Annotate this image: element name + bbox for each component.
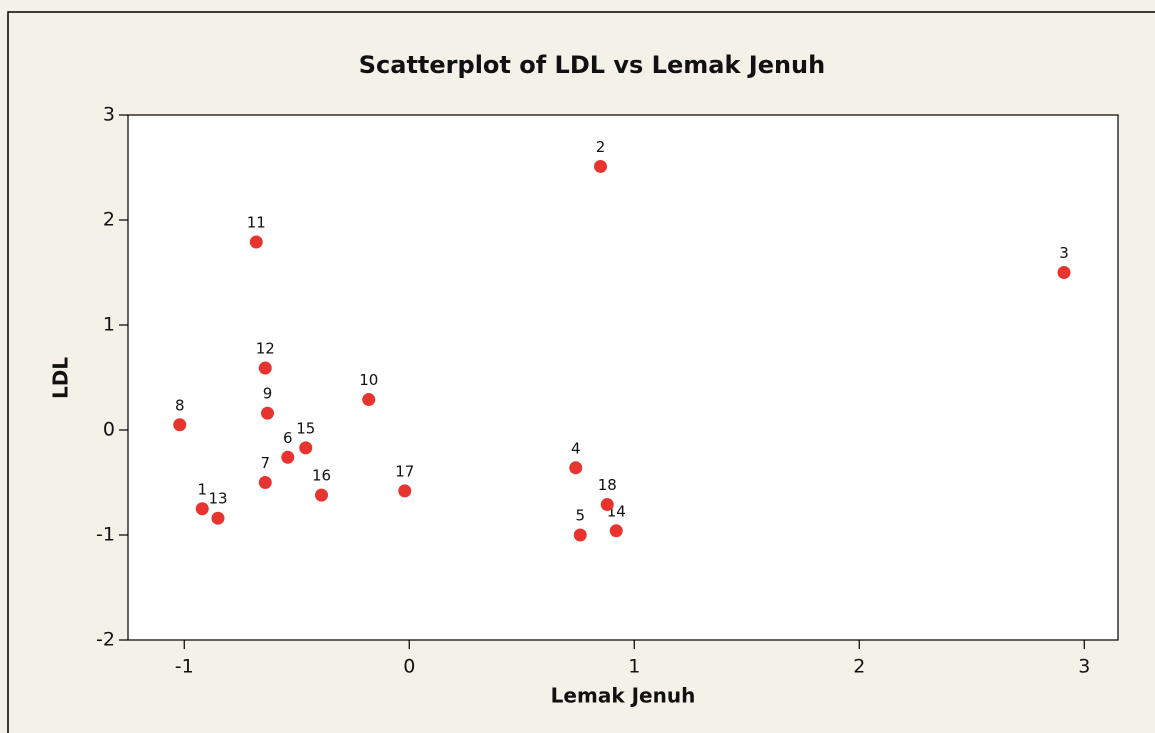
y-tick-label: 3	[103, 104, 115, 126]
point	[1057, 266, 1071, 279]
point-label: 11	[247, 214, 266, 232]
point	[261, 406, 274, 420]
point	[249, 235, 263, 249]
point-label: 18	[598, 476, 617, 494]
x-tick-label: 0	[403, 656, 415, 678]
point	[594, 159, 607, 173]
point-label: 2	[596, 138, 606, 156]
point-label: 12	[256, 340, 275, 358]
point	[398, 484, 412, 498]
point	[281, 450, 295, 464]
point-label: 5	[575, 507, 585, 525]
point-label: 6	[283, 429, 293, 447]
x-tick-label: -1	[175, 656, 194, 678]
y-tick-label: 1	[103, 314, 115, 336]
point	[299, 441, 313, 455]
point	[609, 524, 623, 538]
x-tick-label: 2	[853, 656, 865, 678]
point	[600, 498, 614, 512]
point-label: 4	[571, 439, 581, 457]
point-label: 9	[263, 385, 273, 403]
y-tick-label: 0	[103, 419, 115, 441]
point	[258, 476, 272, 489]
chart-title: Scatterplot of LDL vs Lemak Jenuh	[359, 51, 825, 79]
point-label: 13	[208, 490, 227, 508]
x-tick-label: 1	[628, 656, 640, 678]
y-tick-label: 2	[103, 209, 115, 231]
point-label: 1	[197, 480, 207, 498]
point-label: 16	[312, 467, 331, 485]
point	[569, 461, 583, 475]
point	[362, 393, 376, 407]
point-label: 8	[175, 396, 185, 414]
point	[211, 511, 225, 525]
point-label: 15	[296, 419, 315, 437]
point-label: 3	[1059, 244, 1069, 262]
point-label: 17	[395, 462, 414, 480]
point	[173, 418, 187, 432]
y-tick-label: -1	[96, 524, 115, 546]
point	[315, 488, 328, 502]
point	[195, 502, 209, 516]
point	[258, 361, 272, 375]
plot-area	[127, 114, 1119, 641]
point-label: 7	[260, 454, 270, 472]
x-tick-label: 3	[1078, 656, 1090, 678]
y-tick-label: -2	[96, 629, 115, 651]
x-axis-label: Lemak Jenuh	[551, 684, 696, 708]
point-label: 10	[359, 371, 378, 389]
y-axis-label: LDL	[49, 357, 73, 399]
point	[573, 528, 587, 542]
